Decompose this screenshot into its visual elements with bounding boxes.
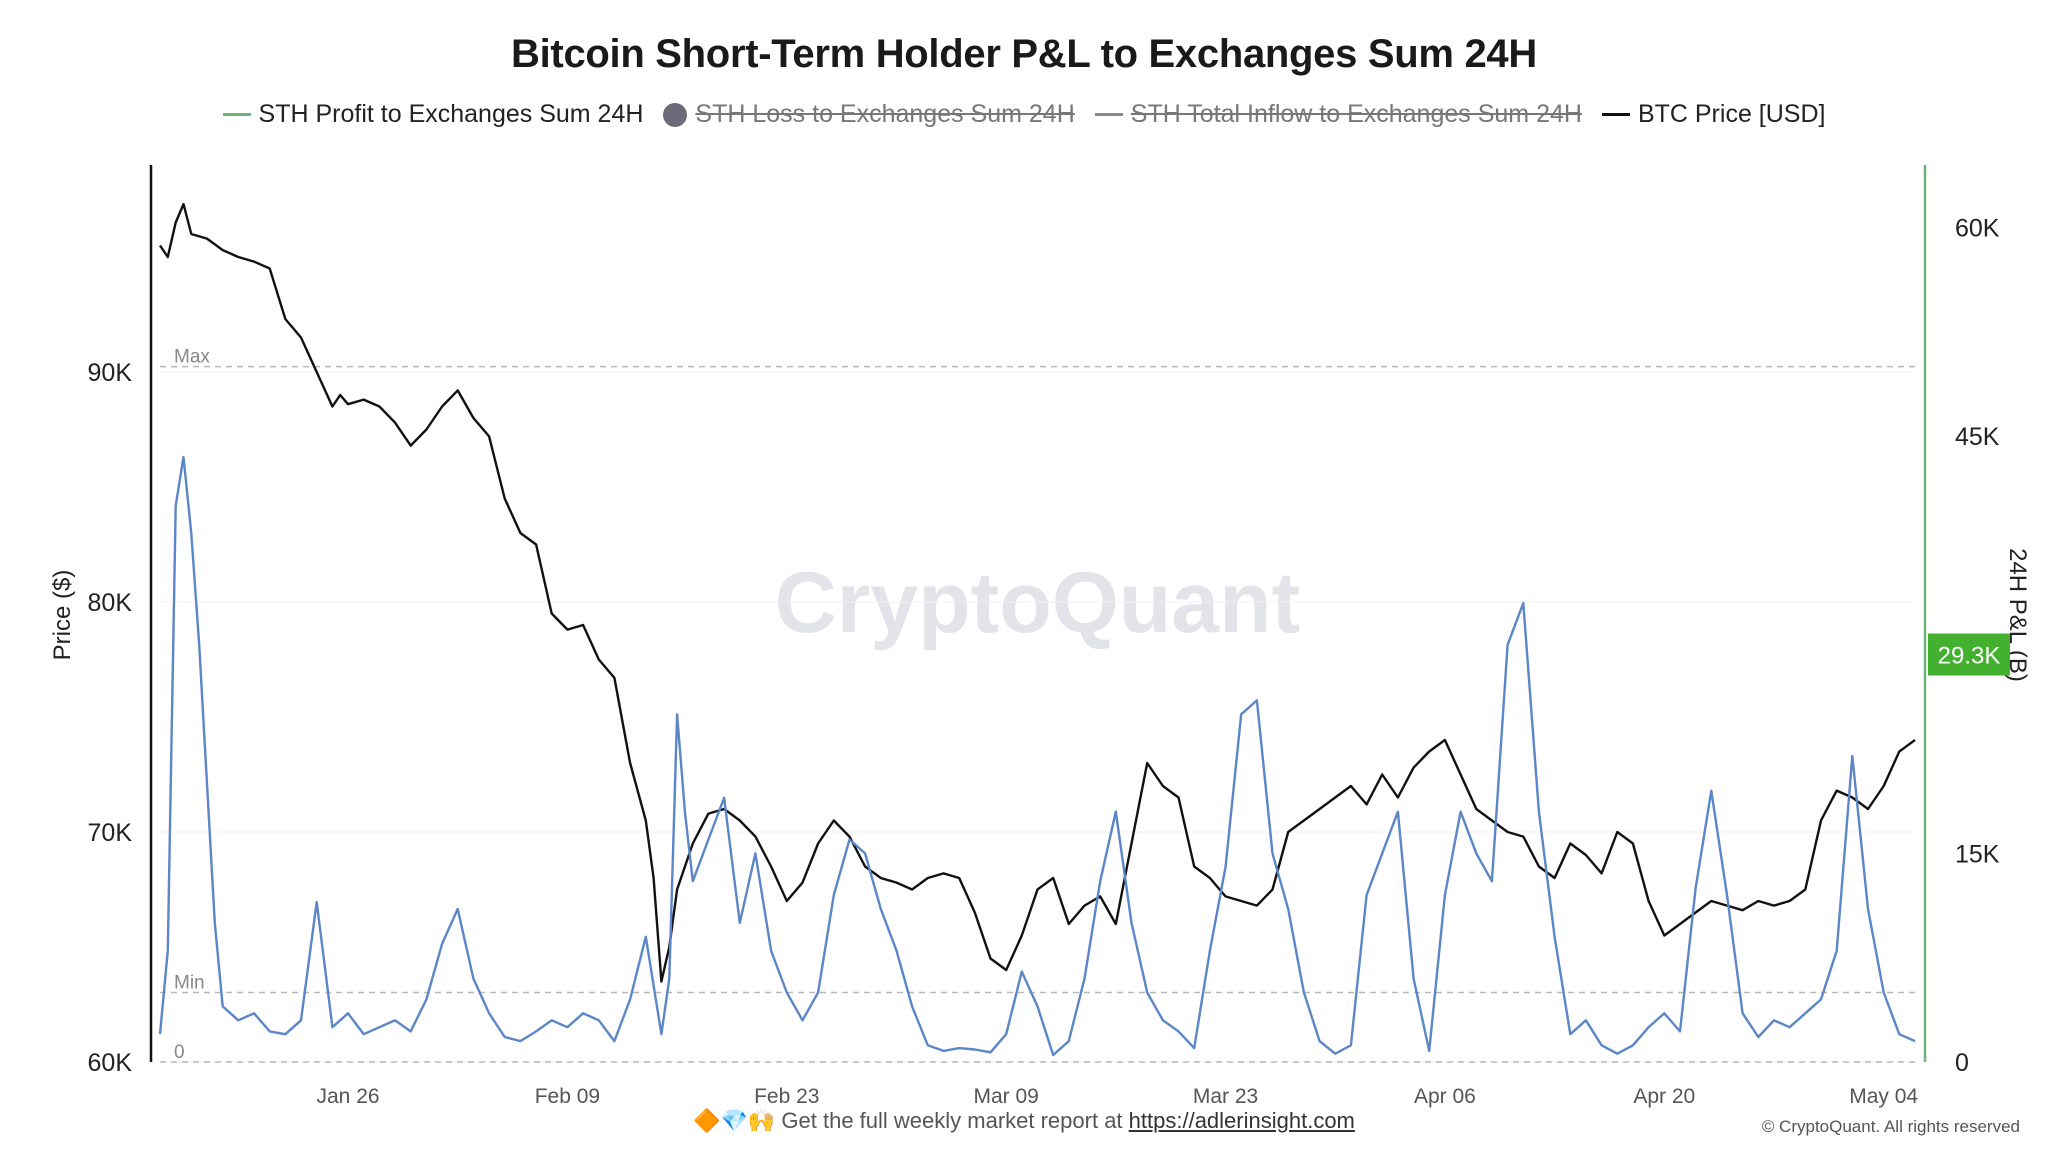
left-tick-label: 60K: [88, 1049, 133, 1077]
copyright: © CryptoQuant. All rights reserved: [1761, 1117, 2020, 1136]
x-tick-label: Jan 26: [317, 1085, 380, 1108]
x-tick-label: Mar 09: [973, 1085, 1038, 1108]
x-tick-label: Feb 23: [754, 1085, 819, 1108]
right-tick-label: 45K: [1955, 423, 2000, 451]
x-tick-label: Apr 06: [1414, 1085, 1476, 1108]
left-tick-label: 70K: [88, 819, 133, 847]
legend-item-sth-loss[interactable]: STH Loss to Exchanges Sum 24H: [663, 100, 1075, 129]
legend-item-sth-profit[interactable]: STH Profit to Exchanges Sum 24H: [222, 100, 644, 129]
reference-label: Max: [174, 347, 210, 368]
current-value-badge: [1928, 633, 2010, 676]
right-tick-label: 0: [1955, 1049, 1969, 1077]
right-tick-label: 15K: [1955, 840, 2000, 868]
legend: STH Profit to Exchanges Sum 24H STH Loss…: [0, 100, 2048, 129]
legend-label-sth-loss: STH Loss to Exchanges Sum 24H: [695, 100, 1075, 128]
series-line: [158, 455, 1916, 1057]
watermark: CryptoQuant: [775, 555, 1301, 651]
x-tick-label: Feb 09: [535, 1085, 600, 1108]
legend-label-btc-price: BTC Price [USD]: [1637, 100, 1826, 128]
legend-label-sth-total-inflow: STH Total Inflow to Exchanges Sum 24H: [1130, 100, 1582, 128]
chart-title: Bitcoin Short-Term Holder P&L to Exchang…: [511, 32, 1537, 76]
left-tick-label: 90K: [88, 359, 133, 387]
footer-promo: 🔶💎🙌 Get the full weekly market report at…: [0, 1108, 2048, 1134]
legend-item-btc-price[interactable]: BTC Price [USD]: [1601, 100, 1826, 129]
x-tick-label: May 04: [1849, 1085, 1918, 1108]
left-axis-title: Price ($): [49, 570, 76, 661]
legend-swatch-sth-profit: [222, 113, 251, 116]
footer-link[interactable]: https://adlerinsight.com: [1128, 1108, 1355, 1133]
left-tick-label: 80K: [88, 589, 133, 617]
x-tick-label: Mar 23: [1193, 1085, 1258, 1108]
x-tick-label: Apr 20: [1633, 1085, 1695, 1108]
legend-swatch-sth-loss: [663, 102, 688, 127]
footer-text: 🔶💎🙌 Get the full weekly market report at: [693, 1108, 1129, 1133]
current-value-badge-text: 29.3K: [1938, 643, 2001, 670]
legend-swatch-sth-total-inflow: [1094, 113, 1123, 116]
legend-label-sth-profit: STH Profit to Exchanges Sum 24H: [258, 100, 644, 128]
right-tick-label: 60K: [1955, 215, 2000, 243]
reference-label: 0: [174, 1042, 185, 1063]
reference-label: Min: [174, 972, 205, 993]
legend-swatch-btc-price: [1601, 113, 1630, 116]
series-line: [159, 202, 1916, 983]
legend-item-sth-total-inflow[interactable]: STH Total Inflow to Exchanges Sum 24H: [1094, 100, 1582, 129]
